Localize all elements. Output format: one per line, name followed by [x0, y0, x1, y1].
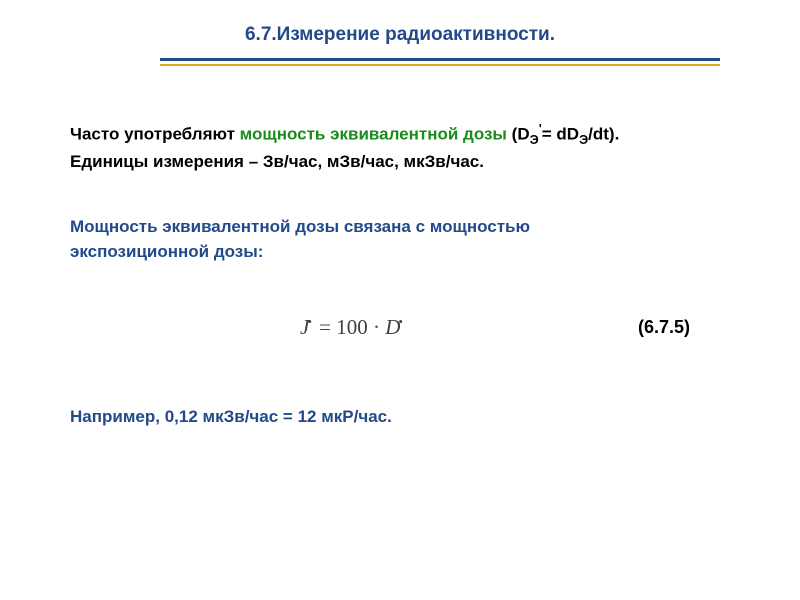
p2-line2: экспозиционной дозы:	[70, 242, 263, 261]
p1-sub1: Э	[530, 132, 539, 147]
p2-line1: Мощность эквивалентной дозы связана с мо…	[70, 217, 530, 236]
p1-sub2: Э	[579, 132, 588, 147]
section-title: 6.7.Измерение радиоактивности.	[245, 24, 555, 45]
paragraph-dose-power: Часто употребляют мощность эквивалентной…	[70, 120, 619, 174]
eq-equals: = 100 ·	[314, 315, 385, 339]
p1-line2: Единицы измерения – Зв/час, мЗв/час, мкЗ…	[70, 152, 484, 171]
equation-number: (6.7.5)	[638, 317, 690, 338]
eq-rhs-dot: •	[398, 314, 403, 329]
p1-prefix: Часто употребляют	[70, 125, 240, 144]
p1-after-term: (D	[507, 125, 530, 144]
paragraph-relation: Мощность эквивалентной дозы связана с мо…	[70, 215, 530, 264]
p1-middle: = dD	[542, 125, 579, 144]
title-underline	[160, 58, 720, 66]
p3-text: Например, 0,12 мкЗв/час = 12 мкР/час.	[70, 407, 392, 426]
p1-term: мощность эквивалентной дозы	[240, 125, 507, 144]
equation-row: J• = 100 · D• (6.7.5)	[0, 314, 800, 340]
eq-lhs-dot: •	[307, 314, 312, 329]
paragraph-example: Например, 0,12 мкЗв/час = 12 мкР/час.	[70, 405, 392, 430]
rule-top	[160, 58, 720, 61]
p1-suffix: /dt).	[588, 125, 619, 144]
section-title-row: 6.7.Измерение радиоактивности.	[0, 24, 800, 46]
equation: J• = 100 · D•	[300, 314, 405, 340]
rule-bottom	[160, 64, 720, 66]
